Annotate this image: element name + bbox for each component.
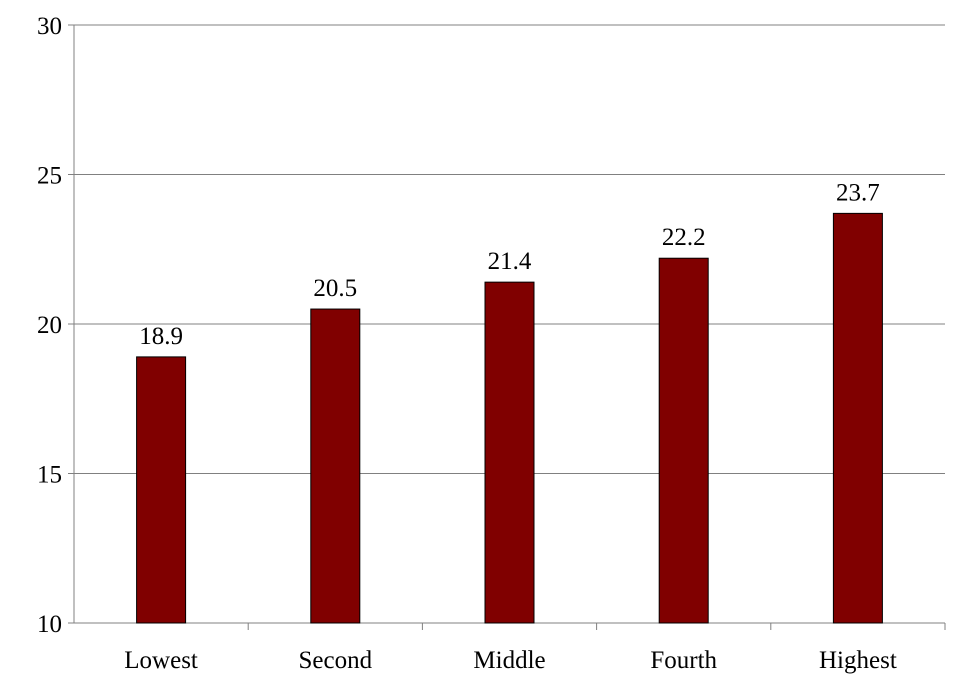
x-tick-label: Second xyxy=(298,647,372,674)
bar-middle xyxy=(484,281,535,624)
data-label: 18.9 xyxy=(139,323,183,350)
y-tick-labels: 10 15 20 25 30 xyxy=(37,13,62,638)
data-label: 21.4 xyxy=(488,248,532,275)
data-label: 20.5 xyxy=(313,275,357,302)
bar-highest xyxy=(832,212,883,624)
x-tick-label: Middle xyxy=(473,647,545,674)
x-tick-labels: Lowest Second Middle Fourth Highest xyxy=(124,647,897,674)
y-tick-label: 15 xyxy=(37,462,62,489)
x-tick-label: Fourth xyxy=(650,647,717,674)
data-label: 22.2 xyxy=(662,224,706,251)
bar-second xyxy=(310,308,361,624)
data-label: 23.7 xyxy=(836,179,880,206)
bar-fourth xyxy=(658,257,709,624)
data-labels: 18.9 20.5 21.4 22.2 23.7 xyxy=(139,179,880,350)
x-tick-label: Lowest xyxy=(124,647,198,674)
x-tick-label: Highest xyxy=(819,647,897,674)
y-tick-label: 30 xyxy=(37,13,62,40)
bars xyxy=(136,212,883,624)
y-tick-label: 25 xyxy=(37,163,62,190)
y-tick-label: 10 xyxy=(37,611,62,638)
y-tick-label: 20 xyxy=(37,312,62,339)
bar-lowest xyxy=(136,356,187,624)
